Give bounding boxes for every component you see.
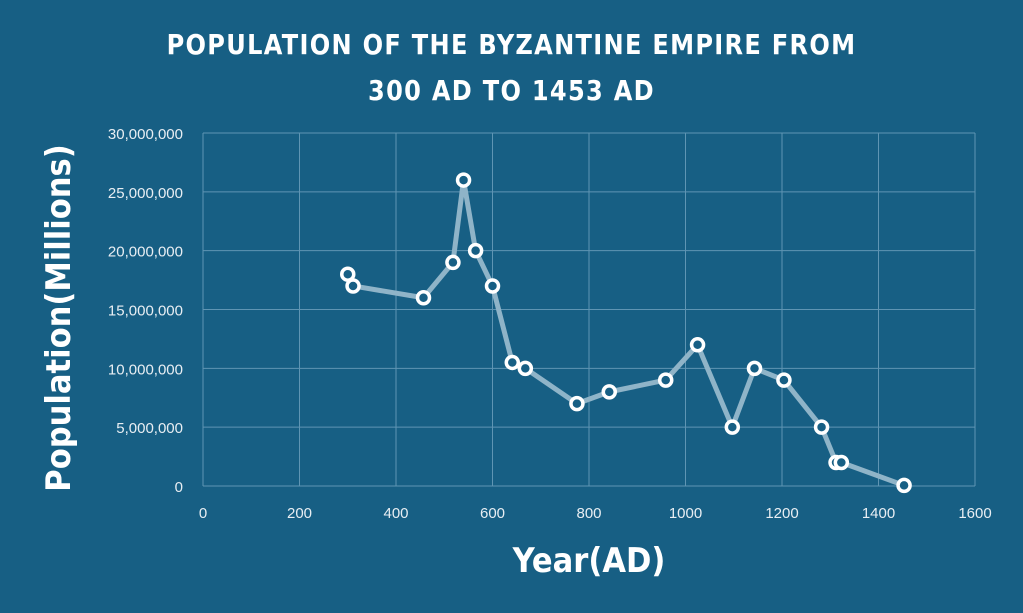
data-point-marker [504,354,521,371]
data-point-marker [467,242,484,259]
data-point-marker [484,278,501,294]
x-tick-label: 200 [287,505,312,522]
data-point-marker [517,360,534,377]
chart-title: POPULATION OF THE BYZANTINE EMPIRE FROM … [72,22,952,114]
y-tick-label: 0 [175,479,183,496]
data-point-marker [896,477,912,494]
data-point-marker [689,337,706,353]
data-point-marker [601,384,618,400]
x-tick-label: 800 [576,505,601,522]
x-axis-ticks: 0 200 400 600 800 1000 1200 1400 1600 [199,505,992,522]
data-point-marker [833,454,850,471]
x-tick-label: 600 [480,505,505,522]
x-tick-label: 1200 [765,505,798,522]
y-tick-label: 25,000,000 [108,185,183,202]
y-axis-label: Population(Millions) [38,144,78,491]
data-point-marker [746,360,763,377]
data-point-marker [813,419,830,435]
data-point-marker [724,419,741,435]
y-tick-label: 5,000,000 [116,420,183,437]
data-markers [340,172,912,494]
chart-title-line-1: POPULATION OF THE BYZANTINE EMPIRE FROM [166,28,857,61]
data-point-marker [445,254,461,271]
x-axis-label: Year(AD) [512,540,666,580]
x-tick-label: 0 [199,505,207,522]
data-point-marker [657,372,674,388]
x-tick-label: 1600 [958,505,991,522]
data-point-marker [776,372,792,388]
data-point-marker [340,266,356,282]
data-point-marker [345,278,361,294]
y-tick-label: 10,000,000 [108,361,183,378]
data-point-marker [455,172,472,188]
data-point-marker [569,395,585,412]
y-tick-label: 15,000,000 [108,303,183,320]
data-point-marker [415,289,432,306]
grid-lines [202,132,976,487]
population-line [345,177,905,488]
y-tick-label: 20,000,000 [108,244,183,261]
x-tick-label: 400 [383,505,408,522]
x-tick-label: 1000 [669,505,702,522]
y-axis-ticks: 0 5,000,000 10,000,000 15,000,000 20,000,000… [108,126,183,496]
x-tick-label: 1400 [862,505,895,522]
y-tick-label: 30,000,000 [108,126,183,143]
chart-title-line-2: 300 AD TO 1453 AD [368,74,655,107]
